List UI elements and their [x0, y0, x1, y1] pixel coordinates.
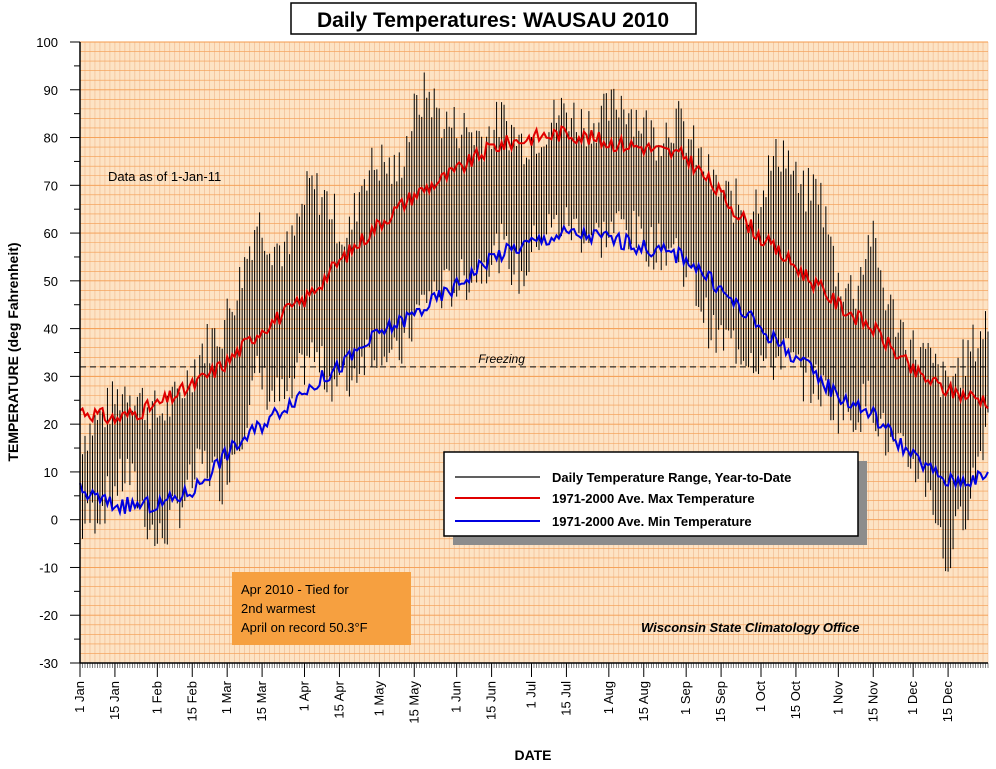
x-tick-label: 15 Aug	[636, 681, 651, 722]
x-tick-label: 15 Jul	[558, 681, 573, 716]
x-tick-label: 1 Feb	[149, 681, 164, 714]
normal-temperature-lines	[79, 125, 989, 517]
april-callout: Apr 2010 - Tied for 2nd warmest April on…	[232, 572, 411, 645]
x-tick-label: 15 Dec	[940, 681, 955, 723]
x-tick-label: 1 Sep	[678, 681, 693, 715]
min-temperature-line	[79, 224, 989, 517]
y-tick-label: 30	[44, 369, 58, 384]
y-tick-label: 40	[44, 322, 58, 337]
freezing-label: Freezing	[478, 352, 525, 366]
y-tick-label: 50	[44, 274, 58, 289]
x-tick-label: 15 Apr	[331, 680, 346, 718]
x-tick-label: 15 Sep	[713, 681, 728, 722]
x-tick-labels: 1 Jan 15 Jan 1 Feb 15 Feb 1 Mar 15 Mar 1 Apr 15…	[72, 680, 955, 723]
legend-label-min: 1971-2000 Ave. Min Temperature	[552, 514, 752, 529]
title-box	[290, 2, 697, 35]
x-tick-label: 1 May	[371, 681, 386, 717]
x-tick-label: 1 Dec	[905, 681, 920, 715]
daily-range-bars	[79, 72, 989, 572]
x-tick-label: 1 Jul	[524, 681, 539, 709]
x-tick-label: 15 May	[406, 681, 421, 724]
x-tick-label: 1 Jun	[449, 681, 464, 713]
y-tick-label: 0	[51, 513, 58, 528]
axes	[70, 41, 989, 677]
x-tick-label: 1 Oct	[753, 681, 768, 712]
legend: Daily Temperature Range, Year-to-Date 19…	[443, 451, 867, 545]
y-tick-label: 70	[44, 178, 58, 193]
callout-line-2: 2nd warmest	[241, 601, 316, 616]
credit-text: Wisconsin State Climatology Office	[641, 620, 860, 635]
x-tick-label: 15 Jun	[484, 681, 499, 720]
callout-line-1: Apr 2010 - Tied for	[241, 582, 349, 597]
x-tick-label: 1 Nov	[830, 681, 845, 715]
legend-label-range: Daily Temperature Range, Year-to-Date	[552, 470, 791, 485]
y-axis-label: TEMPERATURE (deg Fahrenheit)	[5, 242, 21, 461]
data-as-of-note: Data as of 1-Jan-11	[108, 169, 221, 184]
y-tick-label: 100	[36, 35, 58, 50]
legend-label-max: 1971-2000 Ave. Max Temperature	[552, 491, 755, 506]
y-tick-label: -20	[39, 608, 58, 623]
freezing-reference: Freezing	[80, 352, 988, 368]
x-tick-label: 1 Aug	[601, 681, 616, 714]
x-tick-label: 15 Mar	[254, 680, 269, 721]
x-tick-label: 15 Jan	[107, 681, 122, 720]
x-tick-label: 1 Jan	[72, 681, 87, 713]
chart-title: Daily Temperatures: WAUSAU 2010	[317, 9, 669, 32]
x-axis-label: DATE	[514, 747, 551, 763]
callout-box	[232, 572, 411, 645]
y-tick-label: -30	[39, 656, 58, 671]
x-tick-label: 15 Feb	[184, 681, 199, 721]
y-tick-label: 10	[44, 465, 58, 480]
max-temperature-line	[79, 125, 989, 426]
x-tick-label: 15 Oct	[788, 681, 803, 720]
y-tick-label: -10	[39, 560, 58, 575]
x-tick-label: 1 Apr	[297, 680, 312, 711]
x-tick-label: 15 Nov	[865, 681, 880, 723]
y-tick-label: 90	[44, 83, 58, 98]
y-tick-label: 60	[44, 226, 58, 241]
x-tick-label: 1 Mar	[219, 680, 234, 714]
y-tick-label: 20	[44, 417, 58, 432]
y-tick-label: 80	[44, 131, 58, 146]
callout-line-3: April on record 50.3°F	[241, 620, 368, 635]
